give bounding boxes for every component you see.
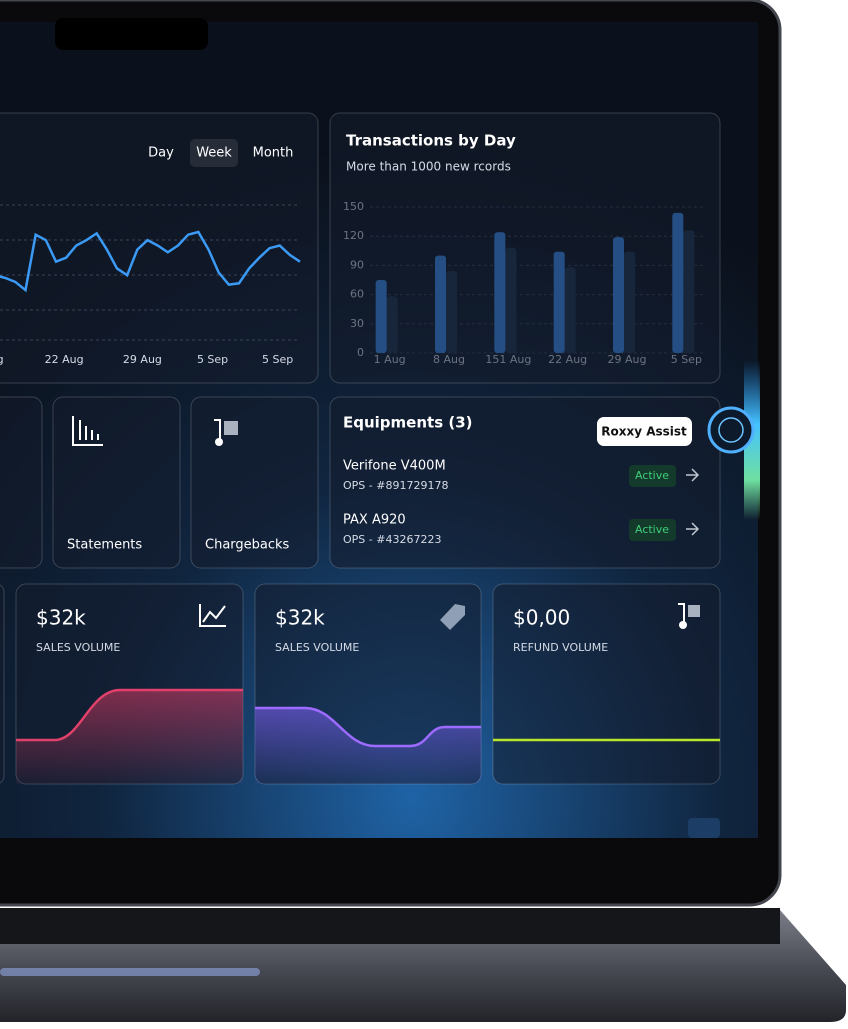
metric-label: SALES VOLUME [36,641,120,654]
line-grid [0,204,300,341]
tile-label: Chargebacks [205,538,290,553]
range-button[interactable]: Week [196,146,232,161]
x-tick-label: 5 Sep [197,353,228,366]
status: Active [635,523,669,536]
device-id: OPS - #43267223 [343,533,441,546]
chart-title: Transactions by Day [346,132,516,150]
range-button[interactable]: Day [148,146,174,161]
arrow[interactable] [686,522,700,536]
status-badge [629,465,676,487]
device-id: OPS - #891729178 [343,479,448,492]
arrow[interactable] [686,468,700,482]
metric-icon [678,603,700,629]
tile-label: Statements [67,538,142,553]
metric-value: $32k [36,606,86,630]
assistant-button[interactable] [707,406,755,454]
metric-icon [440,604,465,630]
assistant-tooltip [597,417,692,446]
metric-card [492,583,721,785]
device-name: PAX A920 [343,513,406,528]
metric-icon [199,604,226,627]
x-tick-label: 5 Sep [262,353,293,366]
bar-card [329,112,721,384]
range-button[interactable]: Month [253,146,294,161]
chart-subtitle: More than 1000 new rcords [346,160,511,174]
sparkline [255,706,481,748]
metric-card [0,584,5,784]
chargebacks-icon [214,419,238,446]
notch [55,18,208,50]
sparkline-area [16,690,243,784]
status-badge [629,519,676,541]
x-tick-label: 29 Aug [123,353,162,366]
assistant-icon [718,417,744,443]
line [0,230,301,293]
x-tick-label: 22 Aug [45,353,84,366]
line-card [0,112,319,384]
metric-label: REFUND VOLUME [513,641,608,654]
tile[interactable] [0,396,43,569]
assistant-label: Roxxy Assist [601,425,687,439]
equipment-title: Equipments (3) [343,414,473,432]
status: Active [635,469,669,482]
device-name: Verifone V400M [343,459,446,474]
tile[interactable] [52,396,181,569]
sparkline [16,688,243,742]
x-tick-label: g [0,353,4,366]
light-strip [0,968,260,976]
active-toggle [190,139,238,167]
next-button[interactable] [688,818,720,838]
metric-value: $0,00 [513,606,570,630]
metric-label: SALES VOLUME [275,641,359,654]
keyboard-edge [0,908,780,944]
metric-value: $32k [275,606,325,630]
tile[interactable] [190,396,319,569]
statements-icon [72,416,103,446]
